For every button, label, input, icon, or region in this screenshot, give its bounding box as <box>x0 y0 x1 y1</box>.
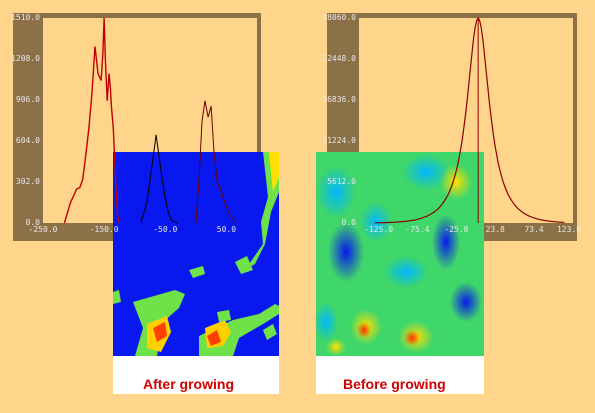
left-y-tick-label: 302.0 <box>15 177 40 186</box>
before-growing-caption: Before growing <box>343 376 446 392</box>
right-series-line <box>374 16 565 224</box>
right-y-tick-label: 16836.0 <box>322 95 356 104</box>
right-x-tick-label: 123.0 <box>556 225 582 234</box>
right-x-tick-label: 73.4 <box>524 225 544 234</box>
right-y-tick-label: 0.0 <box>341 218 356 227</box>
left-series-0-line <box>63 17 121 224</box>
left-y-tick-label: 1510.0 <box>11 13 40 22</box>
right-x-tick-label: -25.8 <box>444 225 469 234</box>
left-series-1-line <box>140 134 178 224</box>
left-series-2-line <box>195 100 236 224</box>
left-y-tick-label: 906.0 <box>15 95 40 104</box>
right-x-tick-label: -75.4 <box>405 225 430 234</box>
right-y-tick-label: 11224.0 <box>322 136 356 145</box>
after-growing-caption: After growing <box>143 376 234 392</box>
left-histogram-plot <box>13 13 261 241</box>
left-histogram-chart <box>63 17 236 224</box>
right-y-tick-label: 5612.0 <box>327 177 356 186</box>
left-y-tick-label: 0.0 <box>25 218 40 227</box>
right-x-tick-label: -125.0 <box>364 225 394 234</box>
left-x-tick-label: 50.0 <box>216 225 237 234</box>
right-y-tick-label: 28060.0 <box>322 13 356 22</box>
right-histogram-chart <box>374 16 565 224</box>
left-y-tick-label: 604.0 <box>15 136 40 145</box>
after-growing-heatmap <box>113 152 279 356</box>
left-y-tick-label: 1208.0 <box>11 54 40 63</box>
left-x-tick-label: -50.0 <box>153 225 178 234</box>
before-growing-heatmap <box>314 152 484 356</box>
left-x-tick-label: -150.0 <box>89 225 119 234</box>
right-x-tick-label: 23.8 <box>485 225 505 234</box>
right-y-tick-label: 22448.0 <box>322 54 356 63</box>
left-x-tick-label: -250.0 <box>28 225 58 234</box>
